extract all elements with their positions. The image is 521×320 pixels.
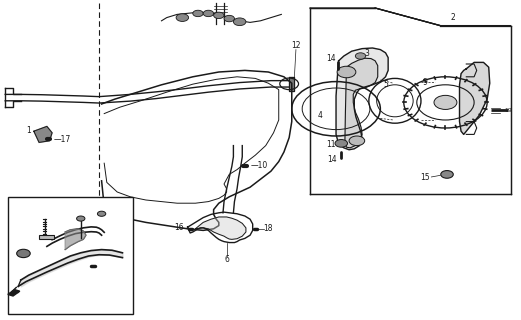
- Circle shape: [337, 66, 356, 78]
- Text: 12: 12: [291, 41, 301, 50]
- Text: 1: 1: [26, 126, 31, 135]
- Text: 11: 11: [326, 140, 336, 149]
- Circle shape: [441, 171, 453, 178]
- Circle shape: [176, 14, 189, 21]
- Text: 15: 15: [420, 173, 429, 182]
- Text: 3: 3: [365, 49, 370, 58]
- Polygon shape: [65, 229, 86, 250]
- Text: 14: 14: [328, 156, 337, 164]
- Circle shape: [224, 15, 234, 22]
- Text: FR: FR: [15, 285, 26, 294]
- Polygon shape: [195, 217, 246, 239]
- Text: 9: 9: [422, 78, 427, 87]
- Text: 10: 10: [109, 209, 118, 218]
- Text: —15: —15: [22, 249, 40, 258]
- Circle shape: [203, 10, 214, 17]
- Text: 6: 6: [224, 255, 229, 264]
- Text: —10: —10: [251, 161, 268, 170]
- Circle shape: [233, 18, 246, 26]
- Polygon shape: [460, 62, 490, 134]
- Text: 8: 8: [26, 233, 31, 242]
- Polygon shape: [34, 126, 52, 142]
- Circle shape: [214, 12, 224, 19]
- Polygon shape: [336, 48, 388, 150]
- Polygon shape: [8, 290, 20, 296]
- Text: 19: 19: [504, 108, 512, 113]
- Text: 7: 7: [78, 211, 83, 220]
- Text: 16: 16: [174, 223, 183, 232]
- Text: 14: 14: [327, 54, 336, 63]
- Text: 2: 2: [451, 13, 456, 22]
- Circle shape: [77, 216, 85, 221]
- Circle shape: [17, 249, 30, 258]
- Text: —17: —17: [54, 135, 71, 144]
- Bar: [39, 235, 54, 239]
- Circle shape: [349, 136, 365, 146]
- Text: 18: 18: [102, 260, 111, 269]
- Circle shape: [335, 140, 348, 147]
- Polygon shape: [311, 8, 510, 193]
- Text: 5: 5: [383, 80, 388, 89]
- Polygon shape: [345, 58, 378, 148]
- Circle shape: [355, 53, 366, 59]
- Text: 4: 4: [318, 111, 323, 120]
- Circle shape: [193, 10, 203, 17]
- Circle shape: [434, 95, 457, 109]
- Polygon shape: [289, 77, 294, 91]
- Circle shape: [97, 211, 106, 216]
- Text: 13: 13: [28, 215, 37, 224]
- Bar: [8, 197, 133, 314]
- Text: 18: 18: [264, 224, 273, 233]
